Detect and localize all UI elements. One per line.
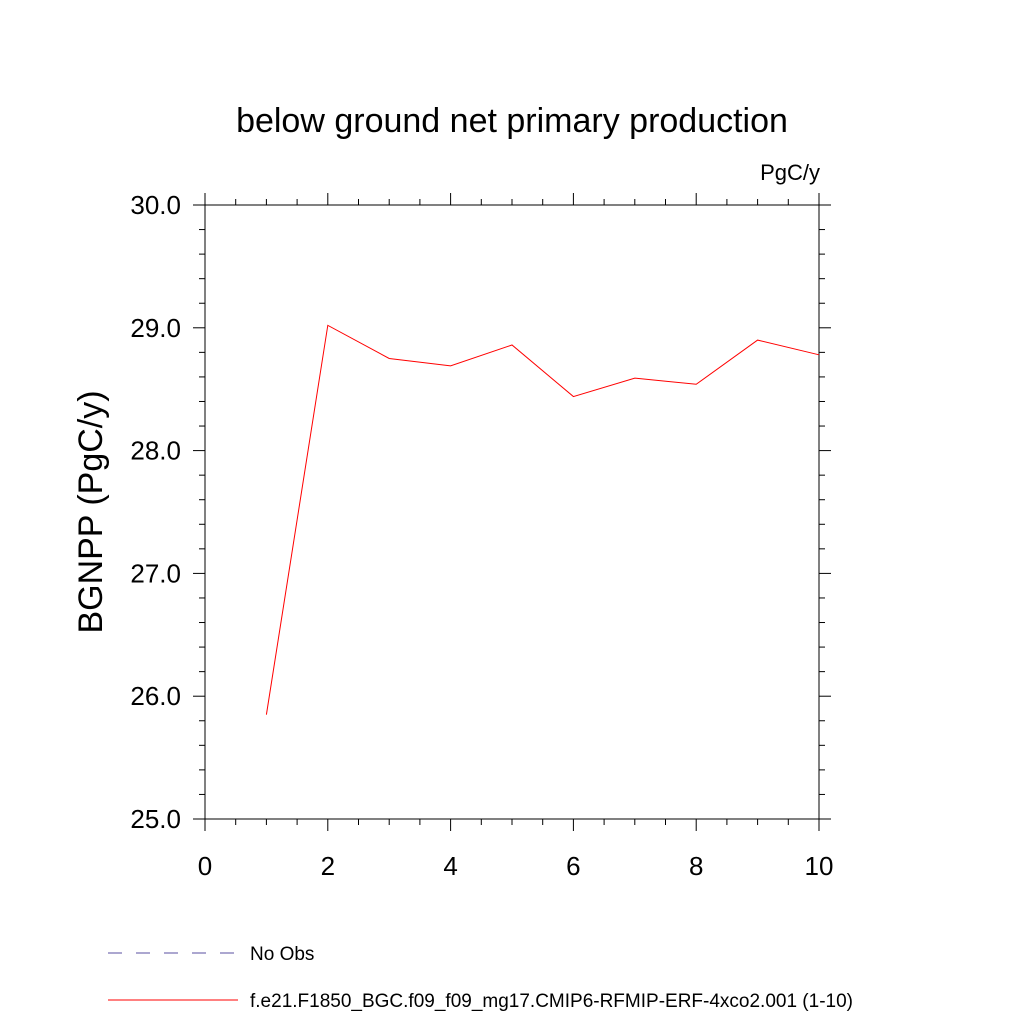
y-tick-label: 25.0	[130, 804, 181, 834]
legend-label-model-run: f.e21.F1850_BGC.f09_f09_mg17.CMIP6-RFMIP…	[250, 991, 853, 1012]
y-tick-label: 28.0	[130, 436, 181, 466]
plot-frame	[204, 204, 820, 820]
x-tick-label: 6	[566, 851, 580, 881]
x-tick-label: 10	[805, 851, 834, 881]
y-axis: 25.0 26.0 27.0 28.0 29.0 30.0	[130, 190, 831, 834]
y-tick-label: 29.0	[130, 313, 181, 343]
y-tick-label: 27.0	[130, 558, 181, 588]
x-tick-label: 4	[443, 851, 457, 881]
series-layer	[265, 324, 820, 715]
x-tick-label: 2	[321, 851, 335, 881]
x-tick-label: 0	[198, 851, 212, 881]
chart-title: below ground net primary production	[236, 102, 788, 140]
series-line-0	[265, 324, 820, 715]
y-axis-label: BGNPP (PgC/y)	[72, 390, 110, 633]
x-tick-label: 8	[689, 851, 703, 881]
x-axis: 0 2 4 6 8 10	[198, 193, 834, 881]
units-label: PgC/y	[760, 160, 820, 185]
legend: No Obs f.e21.F1850_BGC.f09_f09_mg17.CMIP…	[108, 944, 853, 1012]
y-tick-label: 26.0	[130, 681, 181, 711]
y-tick-label: 30.0	[130, 190, 181, 220]
legend-label-no-obs: No Obs	[250, 944, 314, 965]
